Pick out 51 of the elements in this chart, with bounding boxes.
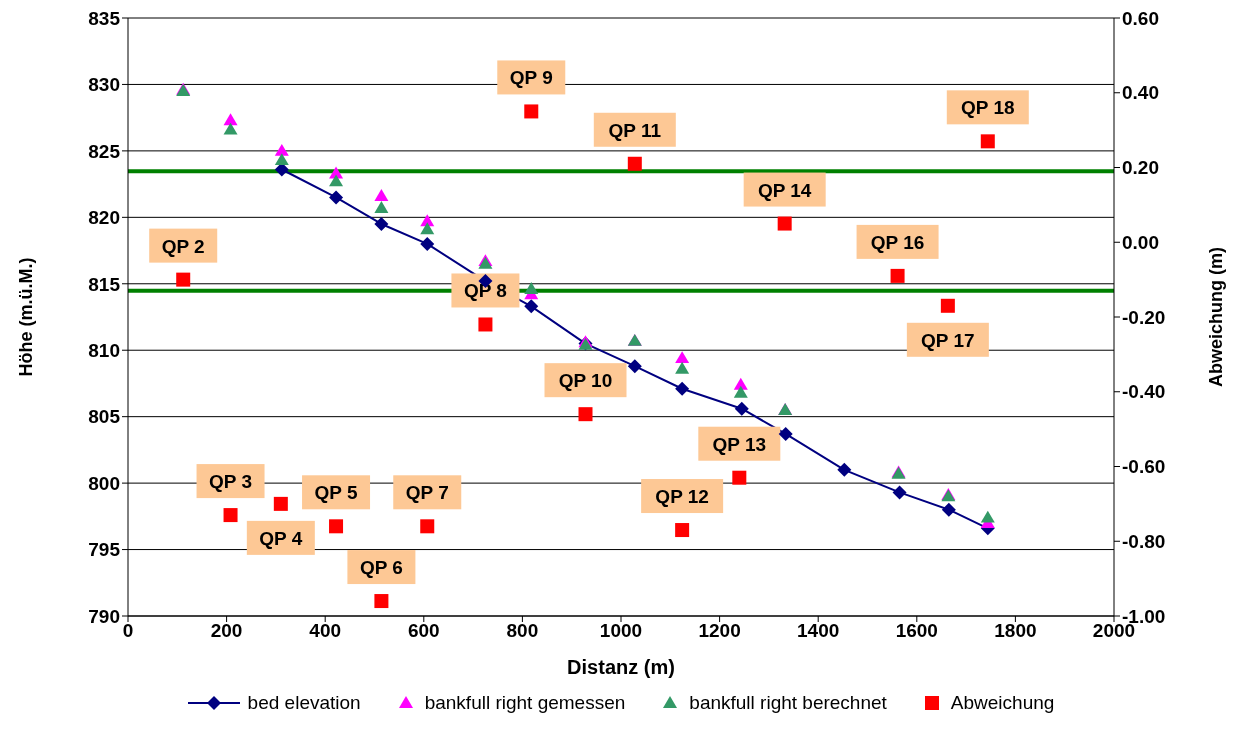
x-tick-label: 400 [309, 620, 342, 642]
x-tick-label: 1400 [797, 620, 840, 642]
legend-label: bankfull right gemessen [424, 692, 626, 714]
data-label: QP 14 [757, 179, 812, 201]
data-label: QP 2 [161, 235, 205, 257]
y-axis-title: Höhe (m.ü.M.) [16, 257, 37, 377]
data-label: QP 5 [314, 482, 358, 504]
y2-tick-label: 0.40 [1122, 82, 1159, 104]
y-tick-label: 800 [88, 472, 120, 494]
x-tick-label: 800 [506, 620, 539, 642]
x-tick-label: 0 [122, 620, 134, 642]
y-tick-label: 805 [88, 406, 121, 428]
legend-label: bed elevation [247, 692, 361, 714]
x-tick-label: 1200 [698, 620, 741, 642]
data-label: QP 3 [209, 471, 253, 493]
y2-tick-label: -0.80 [1122, 530, 1166, 552]
y-tick-label: 790 [88, 605, 120, 627]
y-tick-label: 815 [88, 273, 121, 295]
data-label: QP 8 [463, 280, 507, 302]
y2-tick-label: -0.20 [1122, 306, 1166, 328]
legend-label: Abweichung [950, 692, 1055, 714]
y-tick-label: 810 [88, 339, 120, 361]
data-label: QP 13 [712, 433, 767, 455]
data-label: QP 10 [558, 370, 613, 392]
data-label: QP 6 [359, 557, 403, 579]
x-axis-title: Distanz (m) [567, 656, 675, 678]
y-tick-label: 825 [88, 140, 121, 162]
data-label: QP 11 [608, 119, 662, 141]
x-tick-label: 1000 [599, 620, 643, 642]
y-tick-label: 820 [88, 207, 120, 229]
y2-axis-title: Abweichung (m) [1206, 247, 1227, 387]
y2-tick-label: -0.60 [1122, 456, 1166, 478]
x-tick-label: 1600 [895, 620, 938, 642]
data-label: QP 12 [655, 486, 709, 508]
y-tick-label: 795 [88, 539, 121, 561]
y2-tick-label: 0.20 [1122, 157, 1159, 179]
y2-tick-label: 0.60 [1122, 7, 1159, 29]
data-label: QP 16 [870, 231, 925, 253]
data-label: QP 4 [259, 527, 303, 549]
data-label: QP 17 [921, 329, 975, 351]
y2-tick-label: 0.00 [1122, 231, 1159, 253]
x-tick-label: 200 [210, 620, 243, 642]
x-tick-label: 1800 [994, 620, 1037, 642]
y-tick-label: 830 [88, 74, 120, 96]
data-label: QP 18 [961, 97, 1015, 119]
x-tick-label: 600 [407, 620, 440, 642]
y-tick-label: 835 [88, 7, 121, 29]
data-label: QP 9 [509, 67, 553, 89]
y2-tick-label: -0.40 [1122, 381, 1166, 403]
legend-label: bankfull right berechnet [689, 692, 887, 714]
data-label: QP 7 [405, 482, 449, 504]
